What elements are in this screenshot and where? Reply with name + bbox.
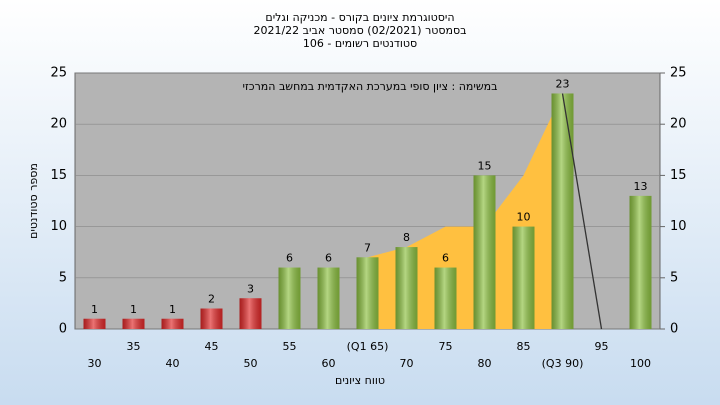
y2-tick-label: 0 [670, 322, 678, 337]
data-label: 2 [208, 293, 215, 306]
data-label: 10 [517, 211, 531, 224]
x-tick-label: 85 [517, 340, 531, 353]
x-tick-label: 70 [400, 357, 414, 370]
data-label: 6 [286, 252, 293, 265]
y2-tick-label: 15 [670, 168, 687, 183]
data-label: 1 [91, 303, 98, 316]
bar-shade [434, 267, 457, 329]
data-label: 15 [478, 159, 492, 172]
y-tick-label: 10 [50, 219, 67, 234]
bar-shade [278, 267, 301, 329]
bar-shade [551, 93, 574, 329]
title-line: סטודנטים רשומים - 106 [303, 37, 417, 50]
x-tick-label: 95 [595, 340, 609, 353]
x-tick-label: 100 [630, 357, 651, 370]
y-tick-label: 20 [50, 117, 67, 132]
x-tick-label: 55 [283, 340, 297, 353]
bar-shade [395, 247, 418, 329]
x-tick-label: 80 [478, 357, 492, 370]
y-tick-label: 5 [59, 270, 67, 285]
data-label: 6 [442, 252, 449, 265]
x-tick-label: 75 [439, 340, 453, 353]
data-label: 1 [169, 303, 176, 316]
x-tick-label: 50 [244, 357, 258, 370]
data-label: 1 [130, 303, 137, 316]
bar-shade [317, 267, 340, 329]
bar-shade [473, 175, 496, 329]
x-tick-label: 60 [322, 357, 336, 370]
bar-shade [239, 298, 262, 329]
y2-tick-label: 10 [670, 219, 687, 234]
x-tick-label: 40 [166, 357, 180, 370]
title-line: היסטוגרמת ציונים בקורס - מכניקה וגלים [265, 11, 454, 24]
data-label: 7 [364, 241, 371, 254]
y-tick-label: 15 [50, 168, 67, 183]
title-line: בסמסטר (02/2021) סמסטר אביב 2021/22 [253, 24, 466, 37]
bar-shade [356, 257, 379, 329]
bar-shade [122, 318, 145, 329]
data-label: 3 [247, 282, 254, 295]
x-tick-label: 45 [205, 340, 219, 353]
annotation: במשימה : ציון סופי במערכת האקדמית במחשב … [243, 80, 498, 93]
data-label: 8 [403, 231, 410, 244]
y-tick-label: 0 [59, 322, 67, 337]
bar-shade [83, 318, 106, 329]
y2-tick-label: 20 [670, 117, 687, 132]
x-axis-label: טווח ציונים [335, 374, 385, 387]
y2-tick-label: 5 [670, 270, 678, 285]
y2-tick-label: 25 [670, 66, 687, 81]
x-tick-label: (Q1 65) [347, 340, 389, 353]
bar-shade [512, 226, 535, 329]
y-axis-label: מספר סטודנטים [27, 163, 40, 239]
x-tick-label: (Q3 90) [542, 357, 584, 370]
bar-shade [200, 308, 223, 329]
x-tick-label: 30 [88, 357, 102, 370]
data-label: 6 [325, 252, 332, 265]
bar-shade [629, 195, 652, 329]
data-label: 13 [634, 180, 648, 193]
line [561, 93, 603, 330]
bar-shade [161, 318, 184, 329]
y-tick-label: 25 [50, 66, 67, 81]
data-label: 23 [556, 77, 570, 90]
x-tick-label: 35 [127, 340, 141, 353]
